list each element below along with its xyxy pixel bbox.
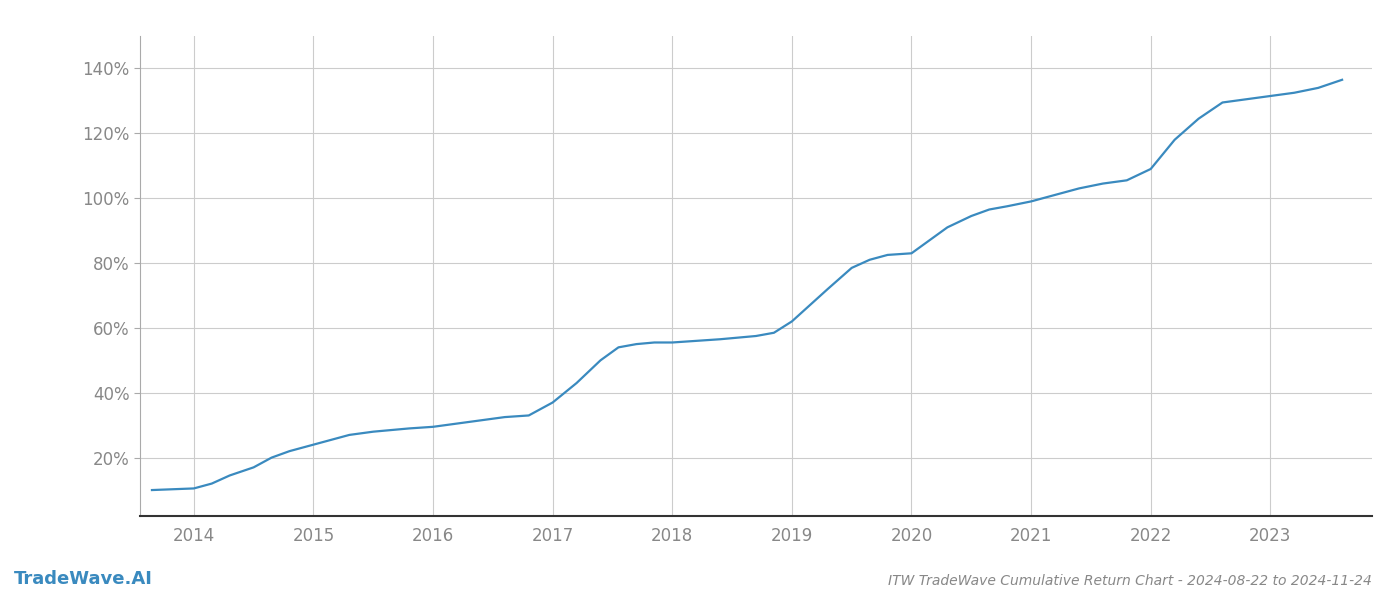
Text: ITW TradeWave Cumulative Return Chart - 2024-08-22 to 2024-11-24: ITW TradeWave Cumulative Return Chart - … [888,574,1372,588]
Text: TradeWave.AI: TradeWave.AI [14,570,153,588]
